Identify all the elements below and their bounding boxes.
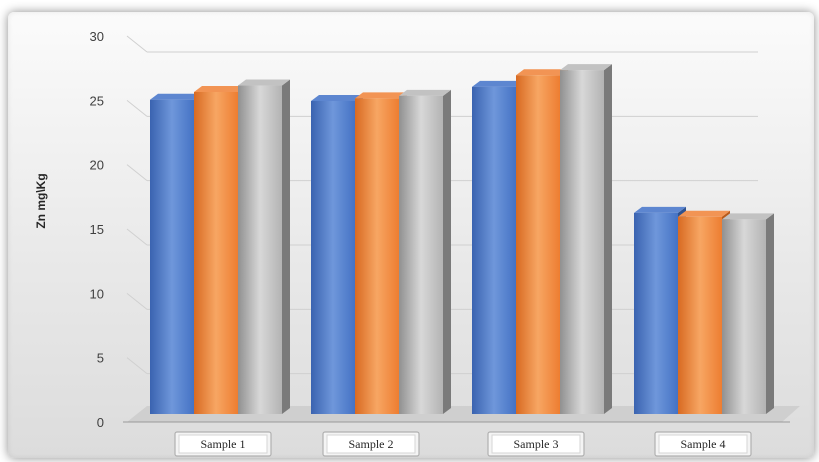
bar-top [516, 69, 568, 76]
bar [560, 64, 612, 414]
bar-top [150, 93, 202, 100]
bars [150, 64, 774, 415]
category-label: Sample 2 [322, 431, 420, 457]
bar-front [560, 70, 604, 414]
bar-front [722, 219, 766, 414]
bar-front [355, 98, 399, 415]
bar-side [766, 213, 774, 414]
y-axis-label: Zn mg\Kg [34, 173, 48, 228]
bar-front [516, 75, 560, 414]
bar-top [194, 85, 246, 92]
bar-side [443, 89, 451, 414]
bar [722, 213, 774, 414]
gridline-diag [126, 292, 148, 310]
bar-front [399, 95, 443, 414]
bar [238, 79, 290, 414]
category-label-inner [326, 434, 416, 454]
y-tick-label: 10 [90, 286, 104, 301]
y-tick-label: 30 [90, 29, 104, 44]
bar-front [472, 86, 516, 414]
y-tick-label: 0 [97, 415, 104, 430]
y-tick-label: 20 [90, 158, 104, 173]
gridline-diag [126, 357, 148, 375]
chart-floor [123, 406, 800, 423]
bar-top [722, 213, 774, 220]
y-tick-label: 5 [97, 351, 104, 366]
bar-top [355, 92, 407, 99]
floor-plane [127, 406, 800, 422]
bar-front [634, 212, 678, 414]
category-label-text: Sample 4 [681, 437, 726, 451]
category-label: Sample 4 [654, 431, 752, 457]
gridline-diag [126, 228, 148, 246]
bar-side [604, 64, 612, 414]
category-label-text: Sample 2 [349, 437, 394, 451]
bar-top [472, 80, 524, 87]
category-label-inner [658, 434, 748, 454]
category-label-text: Sample 1 [201, 437, 246, 451]
y-tick-label: 15 [90, 222, 104, 237]
category-labels: Sample 1 Sample 2 Sample 3 Sample 4 [174, 431, 752, 457]
bar-top [634, 206, 686, 213]
bar-front [150, 99, 194, 414]
gridline-diag [126, 164, 148, 182]
bar [399, 89, 451, 414]
bar-top [560, 64, 612, 71]
bar-front [678, 216, 722, 414]
category-label-text: Sample 3 [514, 437, 559, 451]
category-label: Sample 3 [487, 431, 585, 457]
bar-front [194, 91, 238, 414]
bar-front [311, 100, 355, 414]
y-axis-ticks: 0 5 10 15 20 25 30 [90, 29, 104, 430]
bar-front [238, 85, 282, 414]
gridline-diag [126, 99, 148, 117]
gridline-diag [126, 35, 148, 53]
bar-top [311, 94, 363, 101]
bar-side [282, 79, 290, 414]
y-tick-label: 25 [90, 93, 104, 108]
bar-top [399, 89, 451, 96]
category-label-inner [178, 434, 268, 454]
category-label: Sample 1 [174, 431, 272, 457]
bar-top [678, 210, 730, 217]
bar-top [238, 79, 290, 86]
category-label-inner [491, 434, 581, 454]
